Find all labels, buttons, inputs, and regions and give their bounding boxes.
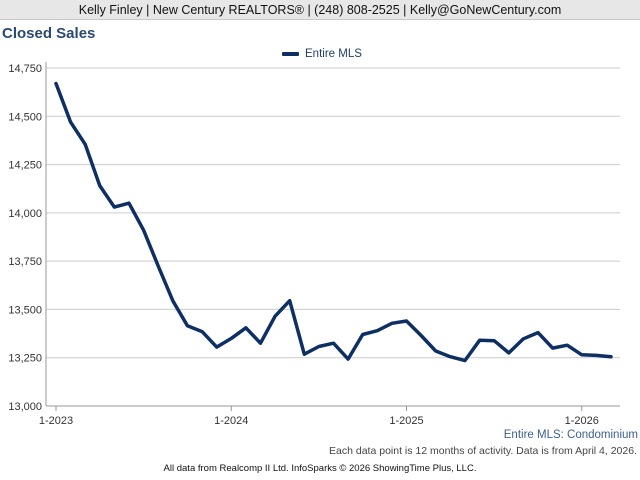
data-point[interactable] bbox=[287, 298, 293, 304]
y-tick-label: 13,000 bbox=[8, 401, 42, 413]
y-tick-label: 14,750 bbox=[8, 63, 42, 75]
gridlines bbox=[46, 67, 620, 359]
y-tick-label: 14,000 bbox=[8, 208, 42, 220]
data-point[interactable] bbox=[418, 333, 424, 339]
series-line-entire-mls[interactable] bbox=[54, 81, 613, 363]
data-point[interactable] bbox=[506, 350, 512, 356]
data-point[interactable] bbox=[477, 337, 483, 343]
data-point[interactable] bbox=[360, 332, 366, 338]
data-point[interactable] bbox=[68, 119, 74, 125]
data-point[interactable] bbox=[535, 330, 541, 336]
x-axis-ticks: 1-2023 1-2024 1-2025 1-2026 bbox=[39, 406, 599, 427]
x-tick-label: 1-2023 bbox=[39, 415, 73, 427]
contact-line: Kelly Finley | New Century REALTORS® | (… bbox=[78, 3, 562, 17]
data-point[interactable] bbox=[491, 338, 497, 344]
data-point[interactable] bbox=[97, 183, 103, 189]
data-point[interactable] bbox=[301, 351, 307, 357]
contact-header-bar: Kelly Finley | New Century REALTORS® | (… bbox=[0, 0, 640, 20]
data-point[interactable] bbox=[214, 344, 220, 350]
data-point[interactable] bbox=[316, 344, 322, 350]
data-point[interactable] bbox=[243, 325, 249, 331]
data-point[interactable] bbox=[184, 323, 190, 329]
y-tick-label: 14,500 bbox=[8, 111, 42, 123]
chart-legend[interactable]: Entire MLS bbox=[282, 46, 362, 62]
y-tick-label: 14,250 bbox=[8, 160, 42, 172]
data-point-note: Each data point is 12 months of activity… bbox=[329, 445, 637, 457]
data-point[interactable] bbox=[389, 320, 395, 326]
data-point[interactable] bbox=[331, 340, 337, 346]
data-point[interactable] bbox=[126, 200, 132, 206]
data-point[interactable] bbox=[579, 352, 585, 358]
data-point[interactable] bbox=[111, 204, 117, 210]
chart-title: Closed Sales bbox=[2, 25, 96, 42]
data-point[interactable] bbox=[447, 354, 453, 360]
y-axis-ticks: 14,750 14,500 14,250 14,000 13,750 13,500 13,2… bbox=[8, 63, 42, 413]
data-point[interactable] bbox=[433, 348, 439, 354]
data-point[interactable] bbox=[374, 328, 380, 334]
footer-credit: All data from Realcomp II Ltd. InfoSpark… bbox=[163, 463, 477, 474]
data-point[interactable] bbox=[53, 81, 59, 87]
series-name-label: Entire MLS: Condominium bbox=[503, 429, 638, 441]
data-point[interactable] bbox=[82, 141, 88, 147]
y-tick-label: 13,750 bbox=[8, 256, 42, 268]
data-point[interactable] bbox=[258, 340, 264, 346]
data-point[interactable] bbox=[155, 263, 161, 269]
data-point[interactable] bbox=[608, 354, 614, 360]
data-point[interactable] bbox=[564, 342, 570, 348]
data-point[interactable] bbox=[593, 352, 599, 358]
y-tick-label: 13,500 bbox=[8, 304, 42, 316]
data-point[interactable] bbox=[462, 358, 468, 364]
data-point[interactable] bbox=[550, 345, 556, 351]
x-tick-label: 1-2026 bbox=[565, 415, 599, 427]
data-point[interactable] bbox=[170, 298, 176, 304]
data-point[interactable] bbox=[345, 356, 351, 362]
series-group bbox=[53, 81, 614, 364]
data-point[interactable] bbox=[199, 329, 205, 335]
data-point[interactable] bbox=[141, 227, 147, 233]
data-point[interactable] bbox=[272, 313, 278, 319]
legend-swatch bbox=[282, 52, 299, 56]
legend-label: Entire MLS bbox=[305, 48, 362, 60]
data-point[interactable] bbox=[228, 335, 234, 341]
x-tick-label: 1-2025 bbox=[389, 415, 423, 427]
x-tick-label: 1-2024 bbox=[214, 415, 248, 427]
axes bbox=[45, 62, 620, 407]
data-point[interactable] bbox=[520, 336, 526, 342]
data-point[interactable] bbox=[404, 318, 410, 324]
y-tick-label: 13,250 bbox=[8, 353, 42, 365]
